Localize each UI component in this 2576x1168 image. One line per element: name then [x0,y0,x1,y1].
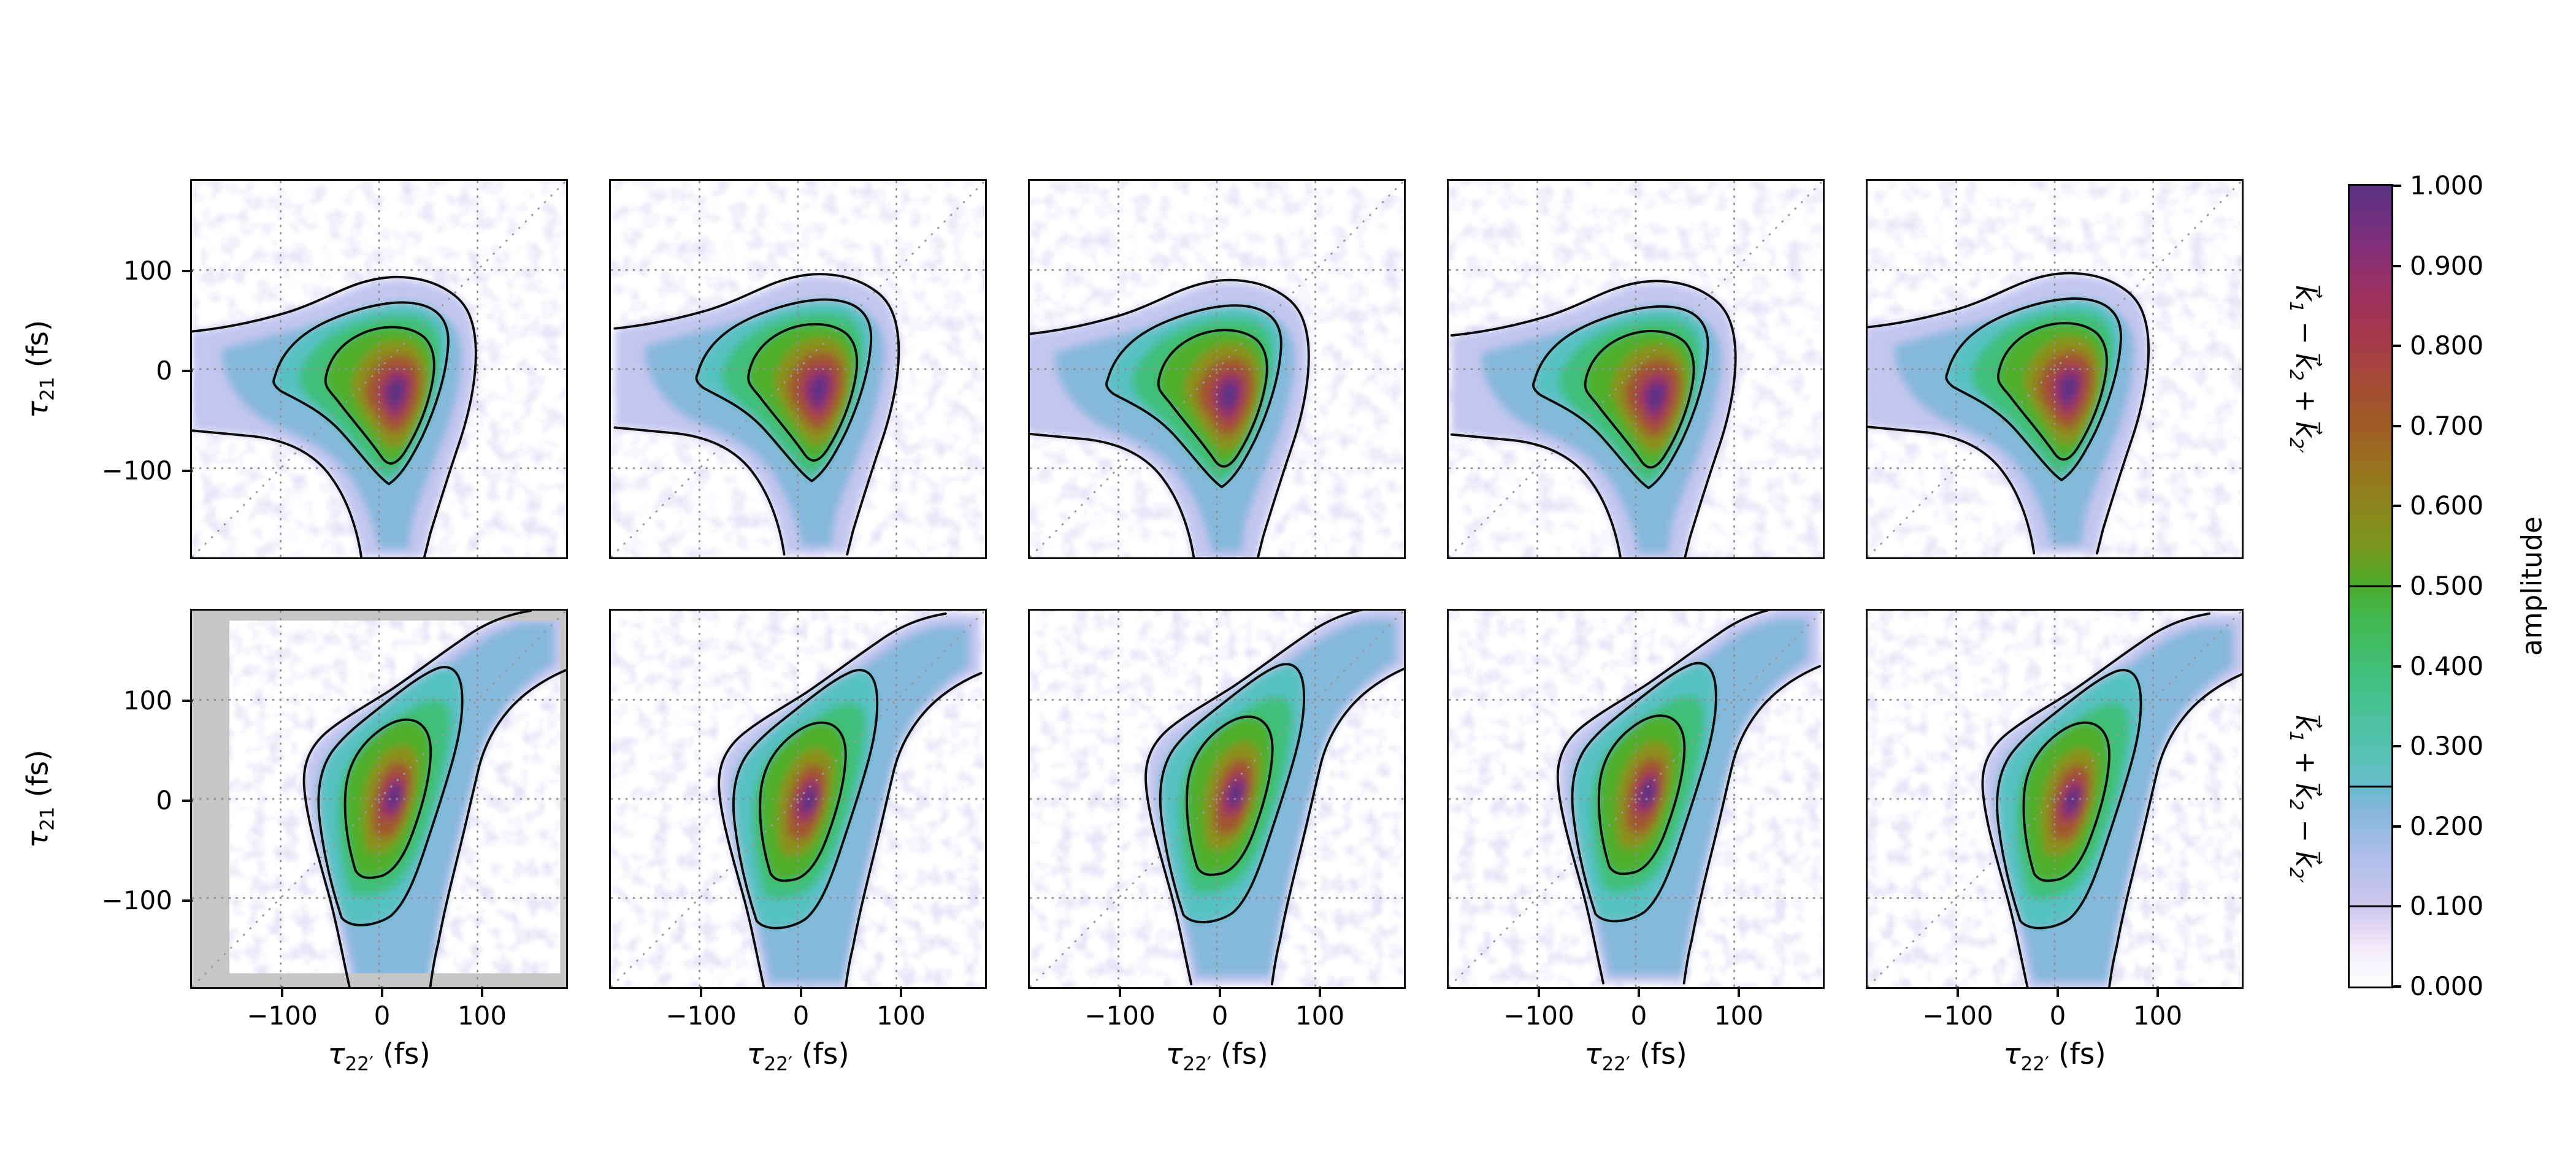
x-tick-label: −100 [1922,1001,1993,1031]
y-tick-mark [182,700,193,702]
x-tick-label: 100 [2133,1001,2183,1031]
contour-panel-r2c5: −100 0 100 τ22′ (fs) [1866,609,2244,1074]
contour-plot [192,611,566,987]
contour-panel-r1c3 [1028,179,1406,559]
contour-plot [192,181,566,557]
colorbar-tick-label: 0.100 [2410,891,2484,922]
contour-panel-r1c2 [609,179,987,559]
x-tick-mark [2156,987,2159,997]
colorbar-tick [2391,185,2401,187]
colorbar: 1.000 0.900 0.800 0.700 0.600 0.500 0.40… [2348,173,2483,999]
row-label-signal-2: k⃗1 + k⃗2 − k⃗2′ [2285,714,2322,884]
x-tick-mark [1957,987,1959,997]
contour-plot [611,181,985,557]
contour-panel-r2c4: −100 0 100 τ22′ (fs) [1447,609,1825,1074]
colorbar-tick [2391,825,2401,828]
colorbar-tick-label: 0.300 [2410,731,2484,761]
x-tick-mark [2057,987,2059,997]
contour-plot [611,611,985,987]
y-tick-mark [182,470,193,472]
x-tick-label: 0 [374,1001,391,1031]
contour-panel-r1c4 [1447,179,1825,559]
colorbar-tick [2391,985,2401,988]
x-axis-label: τ22′ (fs) [746,1037,849,1075]
colorbar-tick-label: 0.000 [2410,971,2484,1001]
x-tick-label: 100 [1714,1001,1764,1031]
colorbar-tick [2391,745,2401,748]
x-axis-label: τ22′ (fs) [2003,1037,2106,1075]
colorbar-tick-label: 0.200 [2410,811,2484,841]
y-tick-mark [182,270,193,272]
colorbar-tick-label: 0.900 [2410,250,2484,281]
contour-plot [1449,611,1823,987]
x-axis-label: τ22′ (fs) [328,1037,431,1075]
x-tick-mark [1638,987,1640,997]
x-tick-mark [700,987,702,997]
y-tick-label: 100 [123,256,172,286]
x-tick-mark [800,987,802,997]
colorbar-tick-label: 1.000 [2410,170,2484,200]
colorbar-level-line [2350,785,2391,787]
y-tick-label: 0 [156,785,172,815]
x-tick-label: 100 [457,1001,507,1031]
colorbar-axis-label: amplitude [2515,516,2548,656]
colorbar-tick [2391,505,2401,508]
contour-panel-r2c3: −100 0 100 τ22′ (fs) [1028,609,1406,1074]
y-tick-label: 100 [123,685,172,716]
contour-plot [1449,181,1823,557]
contour-plot [1868,181,2242,557]
contour-plot [1030,611,1404,987]
x-tick-mark [1119,987,1121,997]
x-tick-mark [1319,987,1321,997]
contour-panel-r2c2: −100 0 100 τ22′ (fs) [609,609,987,1074]
x-tick-mark [1738,987,1740,997]
colorbar-tick-label: 0.600 [2410,490,2484,521]
y-axis-label-row1: τ21 (fs) [21,319,59,419]
x-tick-label: 0 [1211,1001,1229,1031]
colorbar-level-line [2350,905,2391,907]
contour-panel-r1c1: 100 0 −100 [102,179,568,559]
colorbar-tick [2391,585,2401,587]
x-tick-label: −100 [1503,1001,1574,1031]
row-label-signal-1: k⃗1 − k⃗2 + k⃗2′ [2285,284,2322,454]
colorbar-tick [2391,905,2401,908]
x-tick-label: 0 [792,1001,810,1031]
contour-plot [1030,181,1404,557]
y-tick-label: 0 [156,356,172,386]
y-tick-mark [182,899,193,902]
y-tick-label: −100 [101,456,172,486]
x-tick-mark [1219,987,1221,997]
y-tick-label: −100 [101,885,172,915]
x-tick-label: 100 [1295,1001,1345,1031]
x-axis-label: τ22′ (fs) [1584,1037,1687,1075]
x-tick-label: 100 [876,1001,926,1031]
x-tick-mark [900,987,902,997]
contour-panel-r1c5 [1866,179,2244,559]
colorbar-level-line [2350,585,2391,587]
colorbar-tick [2391,264,2401,267]
x-axis-label: τ22′ (fs) [1165,1037,1268,1075]
colorbar-tick-label: 0.500 [2410,571,2484,601]
y-tick-mark [182,800,193,802]
colorbar-tick [2391,345,2401,348]
x-tick-label: −100 [665,1001,737,1031]
x-tick-mark [481,987,483,997]
colorbar-tick [2391,665,2401,668]
colorbar-tick-label: 0.800 [2410,330,2484,361]
colorbar-tick-label: 0.700 [2410,410,2484,441]
contour-plot [1868,611,2242,987]
x-tick-label: 0 [2049,1001,2066,1031]
x-tick-mark [1538,987,1540,997]
colorbar-tick [2391,424,2401,427]
x-tick-mark [381,987,383,997]
x-tick-label: −100 [247,1001,318,1031]
contour-panel-r2c1: 100 0 −100 −100 0 100 τ22′ (fs) [102,609,568,1074]
x-tick-mark [281,987,283,997]
y-axis-label-row2: τ21 (fs) [21,749,59,849]
x-tick-label: 0 [1630,1001,1647,1031]
y-tick-mark [182,370,193,372]
colorbar-tick-label: 0.400 [2410,651,2484,681]
x-tick-label: −100 [1084,1001,1156,1031]
